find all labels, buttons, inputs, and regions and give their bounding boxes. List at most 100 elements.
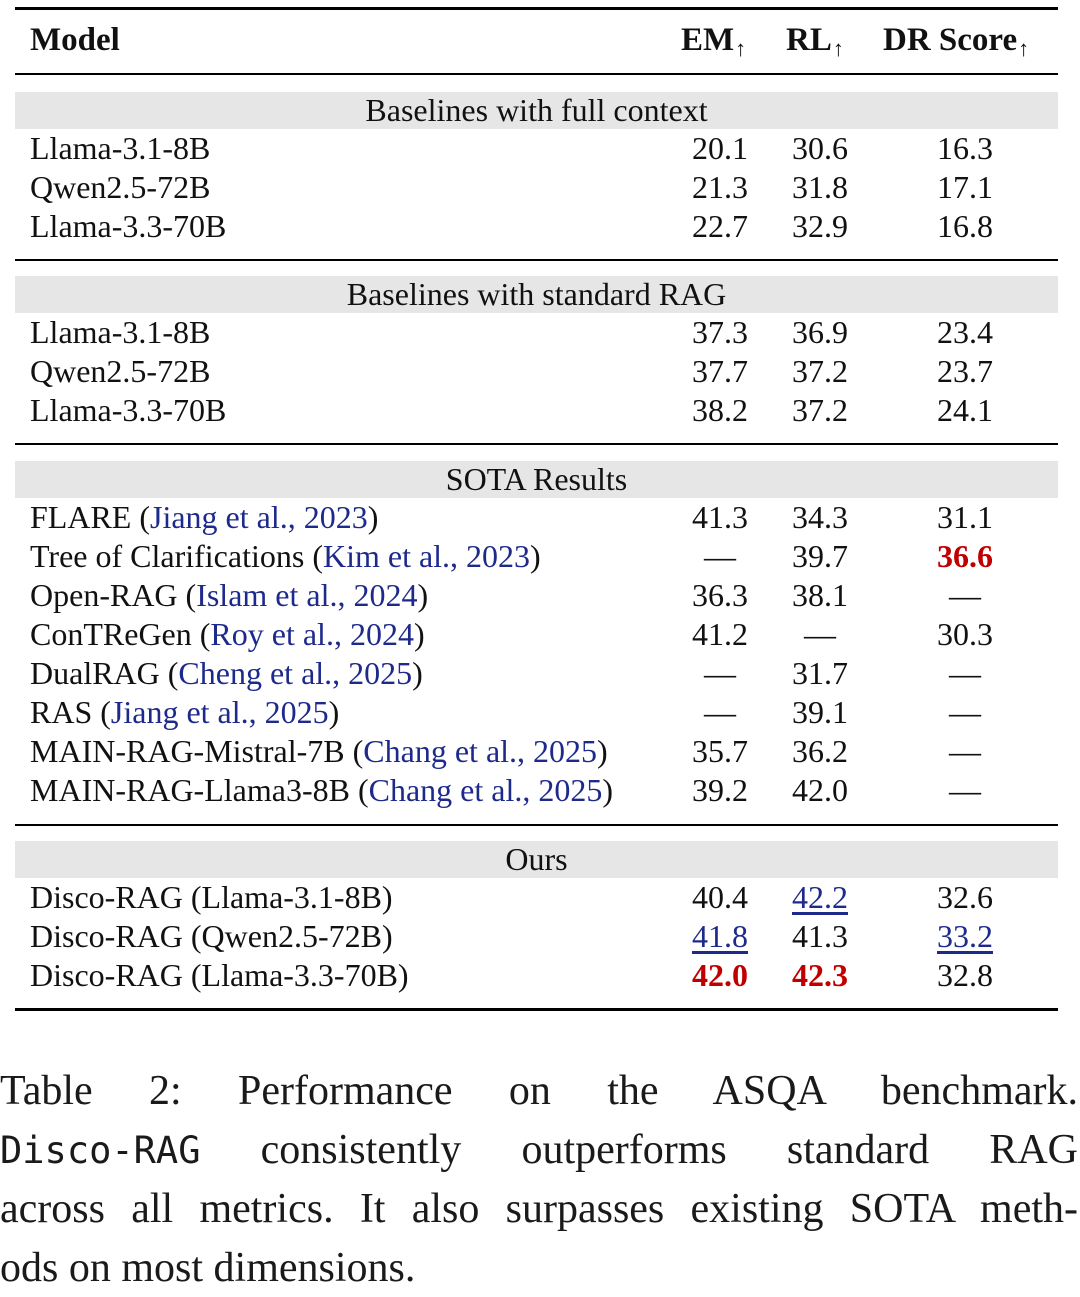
dr-value: 30.3: [895, 615, 1035, 654]
header-rule: [15, 73, 1058, 75]
dr-value: —: [895, 771, 1035, 810]
table-bottom-rule: [15, 1008, 1058, 1011]
table-row: MAIN-RAG-Llama3-8B (Chang et al., 2025) …: [15, 771, 1058, 810]
model-name: MAIN-RAG-Mistral-7B (Chang et al., 2025): [30, 732, 608, 771]
rl-value: 31.8: [755, 168, 885, 207]
rl-value: —: [755, 615, 885, 654]
rl-value-second: 42.2: [755, 878, 885, 917]
dr-value: 23.7: [895, 352, 1035, 391]
rl-value: 42.0: [755, 771, 885, 810]
model-name: RAS (Jiang et al., 2025): [30, 693, 339, 732]
caption-line: ods on most dimensions.: [0, 1239, 1078, 1297]
citation-link[interactable]: Chang et al., 2025: [369, 772, 603, 808]
citation-link[interactable]: Chang et al., 2025: [363, 733, 597, 769]
dr-value: 32.6: [895, 878, 1035, 917]
header-dr-score: DR Score↑: [883, 22, 1029, 62]
dr-value-second: 33.2: [895, 917, 1035, 956]
model-name: Qwen2.5-72B: [30, 352, 210, 391]
dr-value: —: [895, 732, 1035, 771]
rl-value: 30.6: [755, 129, 885, 168]
header-rl: RL↑: [786, 22, 844, 62]
rl-value: 32.9: [755, 207, 885, 246]
citation-link[interactable]: Jiang et al., 2025: [111, 694, 329, 730]
dr-value-best: 36.6: [895, 537, 1035, 576]
rl-value: 37.2: [755, 391, 885, 430]
model-name: FLARE (Jiang et al., 2023): [30, 498, 378, 537]
section-title: SOTA Results: [15, 461, 1058, 498]
dr-value: 31.1: [895, 498, 1035, 537]
method-name: Disco-RAG: [0, 1129, 200, 1172]
up-arrow-icon: ↑: [1018, 36, 1029, 61]
caption-line: Table 2: Performance on the ASQA benchma…: [0, 1062, 1078, 1121]
table-row: Qwen2.5-72B 37.7 37.2 23.7: [15, 352, 1058, 391]
section-rule: [15, 824, 1058, 826]
model-name: Disco-RAG (Qwen2.5-72B): [30, 917, 393, 956]
model-name: Tree of Clarifications (Kim et al., 2023…: [30, 537, 541, 576]
rl-value: 37.2: [755, 352, 885, 391]
section-title: Baselines with standard RAG: [15, 276, 1058, 313]
table-row: Qwen2.5-72B 21.3 31.8 17.1: [15, 168, 1058, 207]
table-row: RAS (Jiang et al., 2025) — 39.1 —: [15, 693, 1058, 732]
table-row: MAIN-RAG-Mistral-7B (Chang et al., 2025)…: [15, 732, 1058, 771]
table-row: Disco-RAG (Llama-3.3-70B) 42.0 42.3 32.8: [15, 956, 1058, 995]
up-arrow-icon: ↑: [833, 36, 844, 61]
table-row: Llama-3.1-8B 37.3 36.9 23.4: [15, 313, 1058, 352]
dr-value: 16.8: [895, 207, 1035, 246]
dr-value: 32.8: [895, 956, 1035, 995]
dr-value: 17.1: [895, 168, 1035, 207]
citation-link[interactable]: Islam et al., 2024: [196, 577, 417, 613]
dr-value: 16.3: [895, 129, 1035, 168]
dr-value: 23.4: [895, 313, 1035, 352]
dr-value: —: [895, 654, 1035, 693]
table-row: Disco-RAG (Llama-3.1-8B) 40.4 42.2 32.6: [15, 878, 1058, 917]
model-name: Qwen2.5-72B: [30, 168, 210, 207]
model-name: Disco-RAG (Llama-3.3-70B): [30, 956, 409, 995]
section-rule: [15, 259, 1058, 261]
rl-value-best: 42.3: [755, 956, 885, 995]
section-title: Ours: [15, 841, 1058, 878]
table-row: Open-RAG (Islam et al., 2024) 36.3 38.1 …: [15, 576, 1058, 615]
rl-value: 39.1: [755, 693, 885, 732]
table-caption: Table 2: Performance on the ASQA benchma…: [0, 1062, 1078, 1297]
table-top-rule: [15, 7, 1058, 10]
rl-value: 31.7: [755, 654, 885, 693]
table-row: Llama-3.3-70B 22.7 32.9 16.8: [15, 207, 1058, 246]
rl-value: 41.3: [755, 917, 885, 956]
table-row: ConTReGen (Roy et al., 2024) 41.2 — 30.3: [15, 615, 1058, 654]
model-name: Llama-3.3-70B: [30, 391, 226, 430]
table-row: Llama-3.3-70B 38.2 37.2 24.1: [15, 391, 1058, 430]
header-model: Model: [30, 22, 120, 59]
model-name: MAIN-RAG-Llama3-8B (Chang et al., 2025): [30, 771, 613, 810]
dr-value: —: [895, 693, 1035, 732]
model-name: DualRAG (Cheng et al., 2025): [30, 654, 423, 693]
rl-value: 36.9: [755, 313, 885, 352]
caption-line: Disco-RAG consistently outperforms stand…: [0, 1121, 1078, 1181]
rl-value: 36.2: [755, 732, 885, 771]
model-name: Open-RAG (Islam et al., 2024): [30, 576, 428, 615]
model-name: Disco-RAG (Llama-3.1-8B): [30, 878, 393, 917]
table-header: Model EM↑ RL↑ DR Score↑: [15, 20, 1058, 66]
up-arrow-icon: ↑: [735, 36, 746, 61]
rl-value: 34.3: [755, 498, 885, 537]
rl-value: 39.7: [755, 537, 885, 576]
citation-link[interactable]: Kim et al., 2023: [323, 538, 530, 574]
header-em: EM↑: [681, 22, 746, 62]
citation-link[interactable]: Jiang et al., 2023: [150, 499, 368, 535]
section-title: Baselines with full context: [15, 92, 1058, 129]
table-row: Tree of Clarifications (Kim et al., 2023…: [15, 537, 1058, 576]
section-rule: [15, 443, 1058, 445]
dr-value: 24.1: [895, 391, 1035, 430]
caption-line: across all metrics. It also surpasses ex…: [0, 1180, 1078, 1239]
table-row: Llama-3.1-8B 20.1 30.6 16.3: [15, 129, 1058, 168]
model-name: ConTReGen (Roy et al., 2024): [30, 615, 425, 654]
rl-value: 38.1: [755, 576, 885, 615]
dr-value: —: [895, 576, 1035, 615]
citation-link[interactable]: Roy et al., 2024: [210, 616, 414, 652]
model-name: Llama-3.1-8B: [30, 313, 210, 352]
model-name: Llama-3.1-8B: [30, 129, 210, 168]
citation-link[interactable]: Cheng et al., 2025: [178, 655, 412, 691]
table-row: FLARE (Jiang et al., 2023) 41.3 34.3 31.…: [15, 498, 1058, 537]
model-name: Llama-3.3-70B: [30, 207, 226, 246]
table-row: DualRAG (Cheng et al., 2025) — 31.7 —: [15, 654, 1058, 693]
table-row: Disco-RAG (Qwen2.5-72B) 41.8 41.3 33.2: [15, 917, 1058, 956]
